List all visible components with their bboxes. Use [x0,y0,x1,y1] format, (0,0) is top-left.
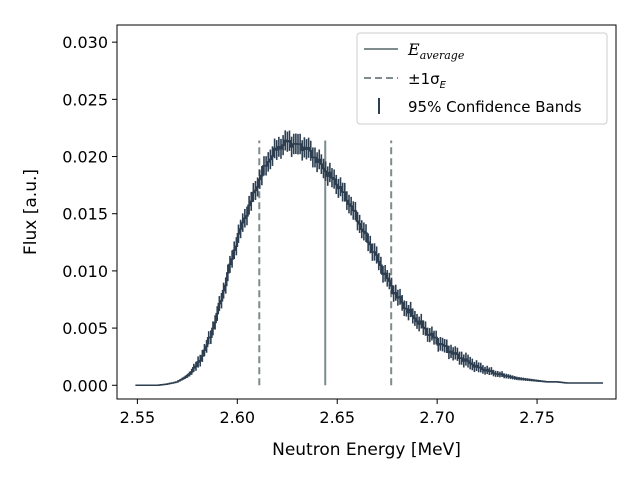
y-tick-label: 0.020 [62,148,108,167]
x-tick-label: 2.70 [419,408,455,427]
x-axis-label: Neutron Energy [MeV] [272,440,461,460]
legend-average-subscript: average [420,49,465,62]
legend-average-label: Eaverage [407,40,465,62]
spectrum-line [135,139,604,387]
y-tick-label: 0.025 [62,90,108,109]
x-tick-label: 2.55 [120,408,156,427]
y-tick-label: 0.010 [62,262,108,281]
y-tick-label: 0.030 [62,33,108,52]
x-tick-label: 2.65 [319,408,355,427]
legend-sigma-subscript: E [440,80,447,91]
legend-confidence-label: 95% Confidence Bands [408,98,582,116]
x-tick-label: 2.60 [219,408,255,427]
x-tick-label: 2.75 [519,408,555,427]
legend-box [356,32,608,125]
axes-frame [116,24,617,400]
y-axis: 0.000 0.005 0.010 0.015 0.020 0.025 0.030 [62,33,117,395]
plot-area [135,130,604,387]
y-axis-label: Flux [a.u.] [21,169,41,255]
legend-sigma-prefix: ±1σ [408,70,440,88]
legend-average-base: E [407,40,420,59]
x-axis: 2.55 2.60 2.65 2.70 2.75 [120,399,555,427]
legend: Eaverage ±1σE 95% Confidence Bands [356,32,608,125]
y-tick-label: 0.015 [62,205,108,224]
y-tick-label: 0.000 [62,376,108,395]
legend-sigma-label: ±1σE [408,70,447,91]
y-tick-label: 0.005 [62,319,108,338]
